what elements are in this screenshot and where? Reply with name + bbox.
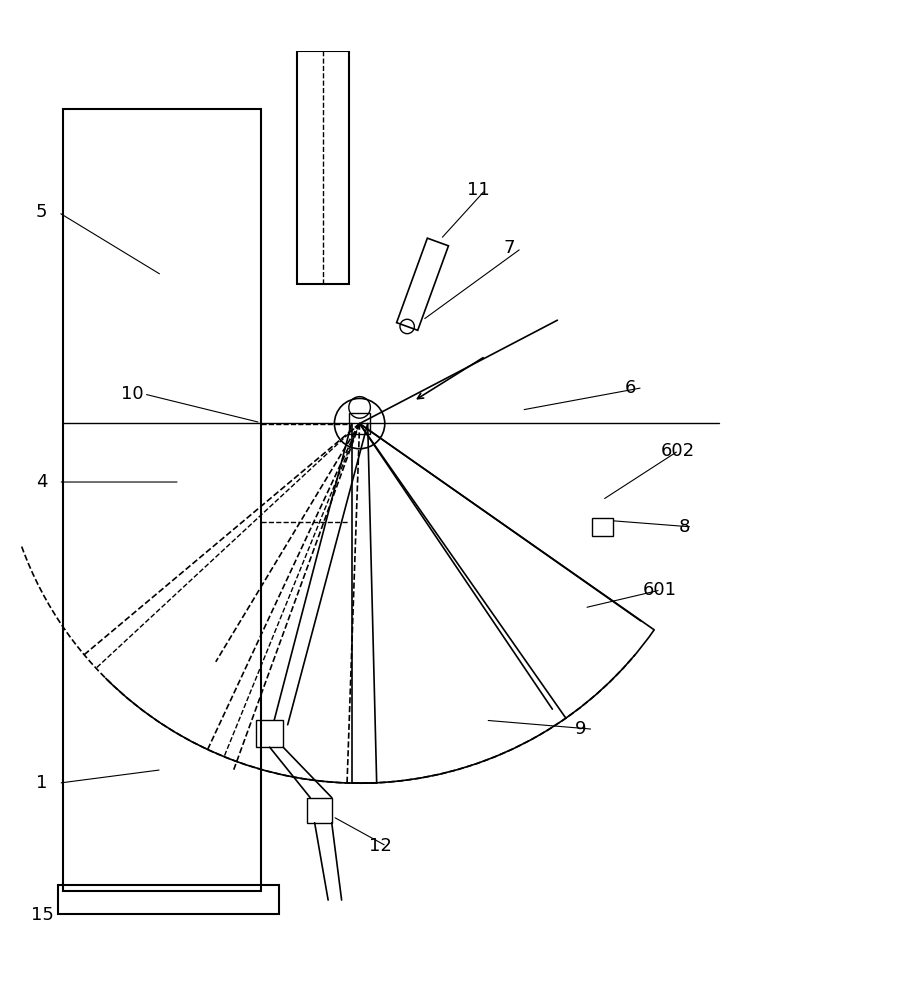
Text: 10: 10 — [121, 385, 144, 403]
Text: 601: 601 — [643, 581, 677, 599]
Text: 8: 8 — [679, 518, 690, 536]
Text: 6: 6 — [625, 379, 636, 397]
Text: 5: 5 — [36, 203, 48, 221]
Text: 9: 9 — [575, 720, 587, 738]
Text: 11: 11 — [467, 181, 490, 199]
Text: 15: 15 — [31, 906, 54, 924]
Text: 4: 4 — [36, 473, 48, 491]
Text: 1: 1 — [36, 774, 48, 792]
Text: 7: 7 — [503, 239, 515, 257]
Text: 12: 12 — [369, 837, 391, 855]
Text: 602: 602 — [661, 442, 695, 460]
